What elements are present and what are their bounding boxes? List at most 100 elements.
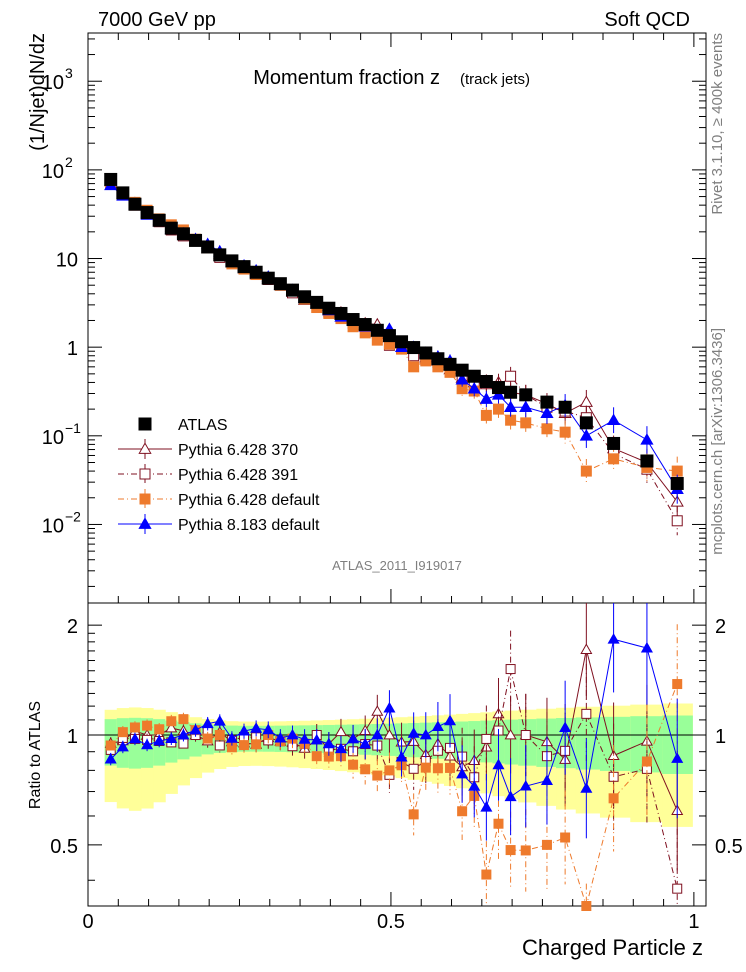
legend-entry: Pythia 6.428 370 bbox=[118, 439, 298, 459]
data-marker bbox=[581, 708, 592, 719]
data-marker bbox=[457, 806, 468, 817]
data-marker bbox=[491, 381, 505, 395]
data-marker bbox=[641, 756, 652, 767]
data-marker bbox=[164, 221, 178, 235]
data-marker bbox=[407, 727, 420, 738]
legend-label: ATLAS bbox=[178, 417, 228, 434]
data-marker bbox=[608, 793, 619, 804]
y-tick-base: 10 bbox=[56, 250, 78, 272]
data-marker bbox=[213, 248, 227, 262]
data-marker bbox=[250, 722, 263, 733]
data-marker bbox=[214, 740, 225, 751]
y-axis-label: (1/Njet)dN/dz bbox=[27, 33, 49, 151]
data-marker bbox=[140, 206, 154, 220]
data-marker bbox=[479, 392, 493, 404]
data-marker bbox=[395, 750, 408, 762]
data-marker bbox=[407, 341, 421, 355]
data-marker bbox=[154, 724, 165, 735]
data-marker bbox=[117, 727, 128, 738]
data-marker bbox=[640, 641, 653, 653]
data-marker bbox=[262, 723, 275, 735]
data-marker bbox=[504, 728, 517, 740]
data-marker bbox=[382, 329, 396, 343]
data-marker bbox=[519, 779, 532, 791]
legend-label: Pythia 6.428 370 bbox=[178, 442, 298, 459]
data-marker bbox=[116, 740, 129, 752]
y-tick-label: 10 2 bbox=[42, 154, 73, 183]
legend-entry: Pythia 6.428 391 bbox=[118, 464, 298, 484]
data-marker bbox=[540, 774, 553, 785]
data-marker bbox=[443, 357, 457, 371]
y-tick-base: 10 bbox=[42, 161, 64, 183]
data-marker bbox=[310, 295, 324, 309]
legend-entry: ATLAS bbox=[138, 417, 228, 434]
data-marker bbox=[225, 254, 239, 268]
data-marker bbox=[580, 782, 593, 793]
data-marker bbox=[670, 476, 684, 490]
data-marker bbox=[540, 395, 554, 409]
data-marker bbox=[581, 901, 592, 911]
data-marker bbox=[580, 465, 592, 477]
ratio-y-axis-label: Ratio to ATLAS bbox=[27, 701, 44, 809]
data-marker bbox=[579, 429, 593, 441]
y-tick-label: 10 3 bbox=[42, 65, 73, 94]
data-marker bbox=[579, 416, 593, 430]
data-marker bbox=[520, 417, 532, 429]
legend: ATLAS Pythia 6.428 370 Pythia 6.428 391 Pyt… bbox=[118, 417, 320, 534]
data-marker bbox=[431, 352, 445, 366]
data-marker bbox=[559, 426, 571, 438]
data-marker bbox=[189, 723, 202, 735]
data-marker bbox=[456, 767, 469, 779]
data-marker bbox=[348, 759, 359, 770]
legend-label: Pythia 6.428 391 bbox=[178, 467, 298, 484]
data-marker bbox=[520, 845, 531, 856]
data-marker bbox=[285, 283, 299, 297]
y-tick-label: 10 bbox=[56, 250, 78, 272]
data-marker bbox=[408, 809, 419, 820]
data-marker bbox=[505, 845, 516, 856]
data-marker bbox=[178, 714, 189, 725]
data-marker bbox=[189, 233, 203, 247]
data-marker bbox=[580, 643, 593, 654]
data-marker bbox=[141, 738, 154, 750]
y-tick-label: 10 −1 bbox=[42, 420, 81, 449]
ratio-y-tick-label: 0.5 bbox=[50, 836, 78, 858]
series-0 bbox=[104, 172, 684, 490]
data-marker bbox=[420, 762, 431, 773]
data-marker bbox=[671, 465, 683, 477]
data-marker bbox=[383, 701, 396, 713]
data-marker bbox=[559, 721, 572, 733]
y-tick-base: 1 bbox=[67, 338, 78, 360]
data-marker bbox=[274, 731, 287, 743]
data-marker bbox=[672, 679, 683, 690]
data-marker bbox=[607, 633, 620, 644]
header-right: Soft QCD bbox=[604, 9, 690, 31]
data-marker bbox=[371, 705, 384, 716]
legend-label: Pythia 8.183 default bbox=[178, 517, 320, 534]
data-marker bbox=[558, 400, 572, 414]
data-marker bbox=[153, 734, 166, 746]
data-marker bbox=[468, 780, 481, 791]
data-marker bbox=[359, 737, 372, 749]
data-marker bbox=[251, 739, 262, 750]
data-marker bbox=[138, 517, 152, 529]
y-tick-label: 1 bbox=[67, 338, 78, 360]
stat-uncertainty-band bbox=[518, 719, 537, 766]
ratio-y-tick-label: 2 bbox=[67, 616, 78, 638]
data-marker bbox=[104, 172, 118, 186]
data-marker bbox=[491, 388, 506, 400]
data-marker bbox=[671, 515, 683, 527]
data-marker bbox=[138, 417, 152, 431]
ratio-frame bbox=[87, 602, 707, 907]
legend-label: Pythia 6.428 default bbox=[178, 492, 320, 509]
header-left: 7000 GeV pp bbox=[98, 9, 216, 31]
data-marker bbox=[419, 728, 432, 740]
data-marker bbox=[225, 732, 238, 743]
data-marker bbox=[445, 762, 456, 773]
data-marker bbox=[455, 372, 469, 385]
x-tick-label: 1 bbox=[688, 911, 699, 933]
y-tick-exponent: 3 bbox=[65, 65, 73, 81]
data-marker bbox=[128, 197, 142, 211]
data-marker bbox=[286, 728, 299, 740]
data-marker bbox=[467, 369, 481, 383]
